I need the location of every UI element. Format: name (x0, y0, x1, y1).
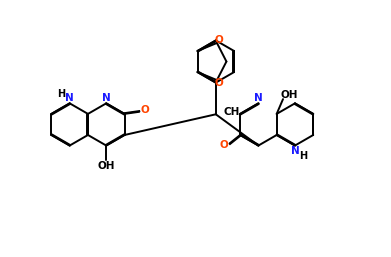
Text: N: N (254, 93, 263, 103)
Text: O: O (215, 35, 224, 45)
Text: O: O (215, 78, 224, 88)
Text: H: H (57, 89, 65, 99)
Text: O: O (219, 141, 228, 150)
Text: CH: CH (223, 107, 239, 117)
Text: N: N (102, 93, 111, 103)
Text: N: N (65, 93, 74, 103)
Text: O: O (140, 105, 149, 115)
Text: N: N (291, 146, 300, 156)
Text: H: H (299, 151, 307, 161)
Text: OH: OH (280, 90, 298, 100)
Text: OH: OH (97, 161, 115, 171)
